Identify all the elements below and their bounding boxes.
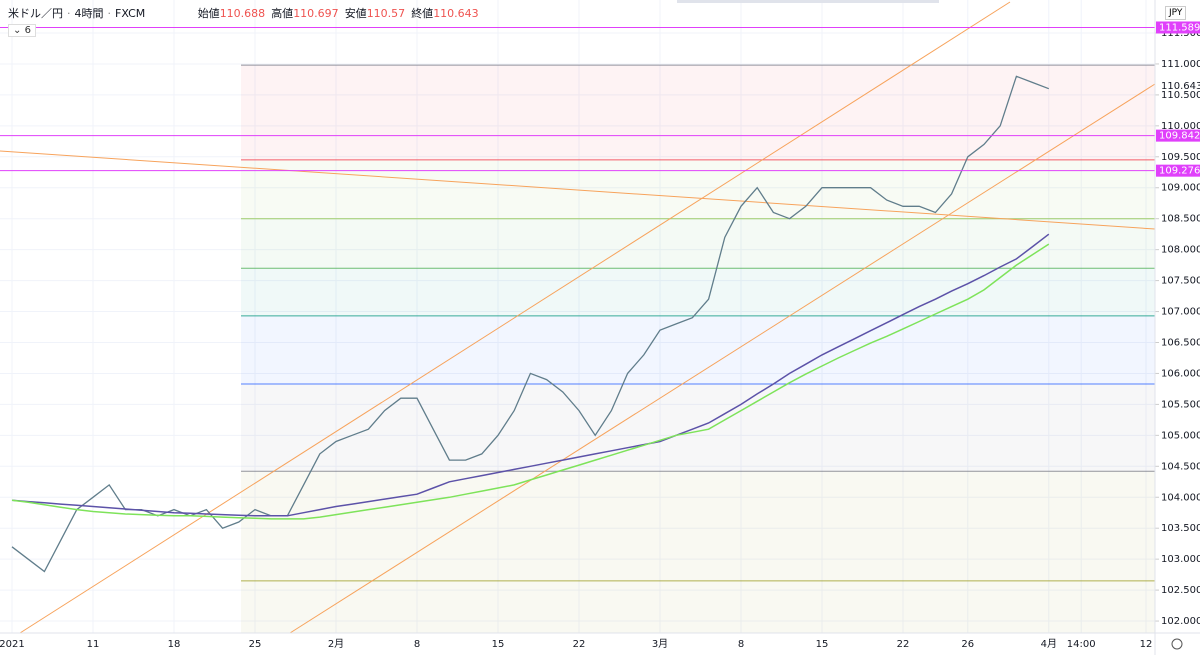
- x-tick-label: 8: [738, 639, 744, 650]
- alert-label: 111.589: [1159, 22, 1200, 33]
- legend-header: 米ドル／円 · 4時間 · FXCM 始値110.688 高値110.697 安値110.5…: [8, 7, 479, 20]
- y-tick-label: 108.500: [1161, 214, 1200, 225]
- x-tick-label: 4月: [1041, 638, 1057, 650]
- fib-band: [241, 268, 1155, 316]
- last-price-label: 110.643: [1161, 81, 1200, 92]
- open-label: 始値: [197, 7, 220, 20]
- x-tick-label: 14:00: [1067, 639, 1096, 650]
- y-tick-label: 103.500: [1161, 523, 1200, 534]
- alert-label-bg: [1156, 21, 1200, 34]
- y-tick-label: 102.500: [1161, 585, 1200, 596]
- x-tick-label: 22: [573, 639, 586, 650]
- x-tick-label: 11: [87, 639, 100, 650]
- source: FXCM: [115, 7, 146, 20]
- alert-label: 109.842: [1159, 131, 1200, 142]
- x-tick-label: 2月: [328, 638, 344, 650]
- fib-band: [241, 471, 1155, 581]
- y-tick-label: 111.500: [1161, 28, 1200, 39]
- x-tick-label: 25: [249, 639, 262, 650]
- toolbar-edge: [677, 0, 939, 3]
- fib-band: [241, 315, 1155, 384]
- x-tick-label: 22: [897, 639, 910, 650]
- series-line: [11, 233, 1050, 517]
- fib-band: [241, 218, 1155, 269]
- x-tick-label: 15: [816, 639, 829, 650]
- x-tick-label: 26: [961, 639, 974, 650]
- high-value: 110.697: [293, 7, 339, 20]
- y-tick-label: 107.000: [1161, 307, 1200, 318]
- y-tick-label: 102.000: [1161, 616, 1200, 627]
- alert-label-bg: [1156, 164, 1200, 177]
- x-tick-label: 3月: [652, 638, 668, 650]
- settings-icon[interactable]: [1171, 638, 1183, 650]
- low-label: 安値: [344, 7, 367, 20]
- fib-band: [241, 580, 1155, 633]
- trend-line: [0, 150, 1156, 230]
- y-tick-label: 104.500: [1161, 461, 1200, 472]
- close-label: 終値: [411, 7, 434, 20]
- y-tick-label: 106.500: [1161, 337, 1200, 348]
- y-tick-label: 104.000: [1161, 492, 1200, 503]
- x-tick-label: 12: [1140, 639, 1153, 650]
- x-tick-label: 18: [168, 639, 181, 650]
- channel-line: [289, 83, 1156, 634]
- x-tick-label: 15: [492, 639, 505, 650]
- alert-label: 109.276: [1159, 166, 1200, 177]
- y-tick-label: 108.000: [1161, 245, 1200, 256]
- y-tick-label: 110.000: [1161, 121, 1200, 132]
- low-value: 110.57: [366, 7, 406, 20]
- close-value: 110.643: [433, 7, 479, 20]
- fib-band: [241, 65, 1155, 160]
- y-tick-label: 103.000: [1161, 554, 1200, 565]
- y-tick-label: 109.000: [1161, 183, 1200, 194]
- x-tick-label: 8: [414, 639, 420, 650]
- y-tick-label: 110.500: [1161, 90, 1200, 101]
- y-tick-label: 106.000: [1161, 368, 1200, 379]
- interval: 4時間: [74, 7, 104, 20]
- currency-badge[interactable]: JPY: [1165, 6, 1187, 20]
- y-tick-label: 109.500: [1161, 152, 1200, 163]
- channel-line: [19, 1, 1011, 634]
- y-tick-label: 107.500: [1161, 276, 1200, 287]
- indicator-count: 6: [24, 25, 31, 36]
- x-tick-label: 2021: [0, 639, 25, 650]
- currency: JPY: [1169, 8, 1183, 18]
- alert-label-bg: [1156, 129, 1200, 142]
- open-value: 110.688: [219, 7, 266, 20]
- y-tick-label: 111.000: [1161, 59, 1200, 70]
- y-tick-label: 105.000: [1161, 430, 1200, 441]
- symbol: 米ドル／円: [8, 7, 63, 20]
- fib-band: [241, 159, 1155, 219]
- indicator-toggle[interactable]: ⌄ 6: [8, 24, 36, 37]
- series-line: [11, 243, 1050, 520]
- high-label: 高値: [271, 7, 294, 20]
- y-tick-label: 105.500: [1161, 399, 1200, 410]
